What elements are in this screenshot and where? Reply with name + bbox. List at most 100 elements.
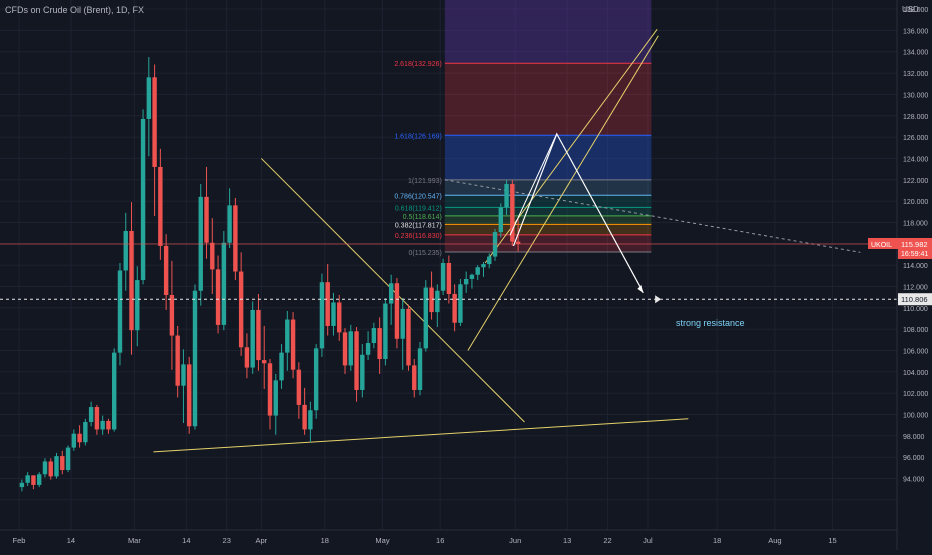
price-axis-label: 110.000 bbox=[903, 306, 928, 313]
fib-level-label: 2.618(132.926) bbox=[394, 61, 441, 68]
overlay-drawings[interactable]: strong resistance bbox=[0, 132, 897, 328]
current-price-tag bbox=[898, 237, 932, 259]
price-axis-label: 122.000 bbox=[903, 178, 928, 185]
candle-body bbox=[354, 331, 359, 390]
candle-body bbox=[100, 420, 105, 430]
candle-body bbox=[481, 264, 486, 268]
time-axis-label: Jul bbox=[643, 536, 653, 545]
time-axis-label: May bbox=[375, 536, 389, 545]
price-axis-label: 96.000 bbox=[903, 455, 925, 462]
price-axis-label: 138.000 bbox=[903, 7, 928, 14]
candle-body bbox=[36, 474, 42, 485]
candle-body bbox=[210, 242, 215, 270]
currency-label: USD bbox=[902, 5, 919, 14]
candle-body bbox=[106, 420, 111, 430]
price-axis-label: 124.000 bbox=[903, 156, 928, 163]
candle-body bbox=[290, 319, 296, 370]
candle-body bbox=[498, 207, 503, 233]
candle-body bbox=[383, 303, 388, 360]
time-axis-label: Jun bbox=[509, 536, 521, 545]
price-axis-label: 100.000 bbox=[903, 413, 928, 420]
candle-body bbox=[25, 475, 30, 483]
price-axis-label: 130.000 bbox=[903, 92, 928, 99]
fib-zone bbox=[444, 215, 652, 225]
candle-body bbox=[279, 352, 284, 381]
time-axis-label: Aug bbox=[768, 536, 781, 545]
symbol-tag bbox=[868, 237, 898, 249]
candle-body bbox=[417, 348, 423, 390]
candle-body bbox=[446, 262, 452, 294]
candle-body bbox=[117, 270, 123, 353]
candle-body bbox=[331, 302, 336, 326]
time-axis[interactable]: Feb 14 Mar 14 23 Apr 18 May 16 Jun 13 22 Jul 18 Aug 15 bbox=[0, 529, 897, 545]
current-price-value: 115.982 bbox=[901, 240, 928, 249]
candle-body bbox=[135, 280, 140, 331]
time-axis-label: Mar bbox=[128, 536, 141, 545]
candle-body bbox=[377, 328, 382, 360]
candle-body bbox=[435, 290, 440, 313]
candle-body bbox=[469, 274, 475, 280]
candle-body bbox=[215, 269, 221, 325]
price-axis-label: 106.000 bbox=[903, 348, 928, 355]
projection-path-inner[interactable] bbox=[509, 133, 558, 236]
candle-body bbox=[337, 302, 342, 333]
candle-countdown: 16:59:41 bbox=[901, 251, 928, 258]
candle-body bbox=[65, 447, 71, 470]
candle-body bbox=[406, 308, 411, 366]
resistance-arrowhead bbox=[655, 295, 662, 304]
candle-body bbox=[388, 283, 394, 304]
price-axis-label: 98.000 bbox=[903, 434, 925, 441]
candle-body bbox=[463, 279, 469, 285]
candle-body bbox=[296, 369, 302, 405]
candle-body bbox=[175, 335, 180, 386]
candle-body bbox=[308, 410, 313, 430]
candle-body bbox=[227, 205, 232, 243]
candle-body bbox=[112, 352, 117, 430]
fib-zone bbox=[444, 224, 652, 235]
candle-body bbox=[146, 77, 152, 119]
candle-body bbox=[510, 184, 515, 242]
candle-body bbox=[325, 282, 330, 326]
time-axis-label: 14 bbox=[67, 536, 75, 545]
fib-level-label: 0.786(120.547) bbox=[394, 193, 441, 200]
candle-body bbox=[187, 364, 192, 427]
chart-title: CFDs on Crude Oil (Brent), 1D, FX bbox=[5, 5, 144, 15]
resistance-price-tag bbox=[898, 293, 932, 306]
time-axis-label: 18 bbox=[713, 536, 721, 545]
fib-level-label: 0.5(118.614) bbox=[403, 214, 442, 221]
fib-zone bbox=[444, 63, 652, 136]
price-axis-label: 126.000 bbox=[903, 135, 928, 142]
candle-body bbox=[19, 482, 25, 488]
candle-body bbox=[319, 282, 325, 349]
time-axis-label: 13 bbox=[563, 536, 571, 545]
candle-body bbox=[221, 242, 227, 325]
candle-body bbox=[129, 230, 134, 331]
candle-body bbox=[123, 230, 128, 271]
time-axis-label: Apr bbox=[256, 536, 268, 545]
fib-zone bbox=[444, 179, 652, 196]
candle-body bbox=[267, 363, 273, 416]
dashed-trendline[interactable] bbox=[444, 179, 861, 253]
candle-body bbox=[412, 365, 417, 390]
fib-zone bbox=[444, 195, 652, 208]
candle-body bbox=[365, 343, 371, 355]
candle-body bbox=[42, 461, 48, 475]
channel-lower-line[interactable] bbox=[467, 35, 659, 351]
support-trendline[interactable] bbox=[153, 418, 689, 453]
candle-body bbox=[233, 205, 238, 272]
price-axis-label: 118.000 bbox=[903, 220, 928, 227]
candle-body bbox=[83, 421, 88, 443]
candlestick-series bbox=[19, 57, 521, 492]
price-axis-label: 102.000 bbox=[903, 391, 928, 398]
resistance-price-value: 110.806 bbox=[901, 295, 928, 304]
candle-body bbox=[152, 77, 157, 167]
candle-body bbox=[342, 332, 348, 366]
price-axis-label: 132.000 bbox=[903, 71, 928, 78]
time-axis-label: 15 bbox=[828, 536, 836, 545]
candle-body bbox=[394, 283, 400, 339]
price-axis[interactable]: 94.000 96.000 98.000 100.000 102.000 104.000 1… bbox=[868, 0, 932, 550]
candle-body bbox=[452, 293, 457, 323]
candle-body bbox=[302, 404, 307, 430]
